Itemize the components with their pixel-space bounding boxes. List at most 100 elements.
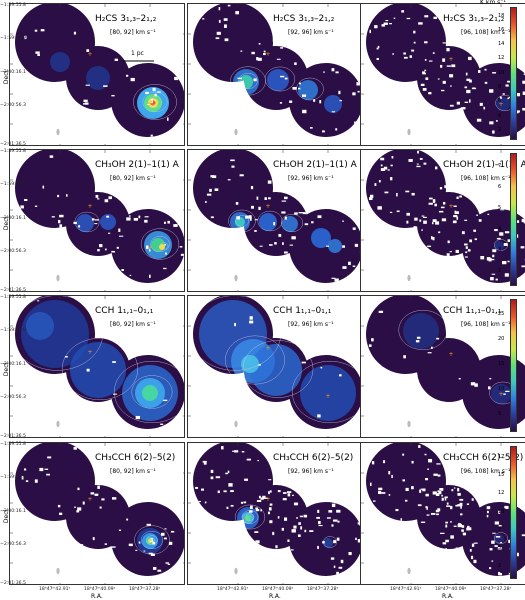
emission-blob xyxy=(245,515,251,521)
map-panel: CH₃CCH 6(2)–5(2) [96, 108] km s⁻¹ xyxy=(360,442,525,585)
velocity-range-label: [80, 92] km s⁻¹ xyxy=(110,175,156,182)
emission-blob xyxy=(235,217,245,227)
emission-blob xyxy=(323,538,333,548)
ra-axis-label: R.A. xyxy=(442,593,454,600)
colorbar-tick-label: 17 xyxy=(498,453,505,460)
colorbar-tick-label: 2 xyxy=(498,126,502,133)
colorbar-tick-label: 6 xyxy=(498,98,502,105)
line-title: CCH 1₁,₁–0₁,₁ xyxy=(95,306,154,316)
map-panel: + + CCH 1₁,₁–0₁,₁ [96, 108] km s⁻¹ xyxy=(360,295,525,438)
colorbar-tick-label: 5 xyxy=(498,204,502,211)
dec-tick-label: −2:00:56.3 xyxy=(0,542,26,547)
intensity-map: ++ xyxy=(361,296,525,437)
emission-blob xyxy=(403,313,439,349)
emission-blob xyxy=(259,213,277,231)
velocity-range-label: [80, 92] km s⁻¹ xyxy=(110,321,156,328)
emission-blob xyxy=(50,52,70,72)
dec-tick-label: −1:59:35.9 xyxy=(0,475,26,480)
dec-tick-label: −2:00:16.1 xyxy=(0,509,26,514)
ra-tick-label: 18ʰ47ᵐ37.28ˢ xyxy=(307,587,339,592)
velocity-range-label: [80, 92] km s⁻¹ xyxy=(110,468,156,475)
colorbar-tick-label: 7 xyxy=(498,526,502,533)
colorbar-tick-label: 15 xyxy=(498,361,505,368)
map-panel: + CH₃CCH 6(2)–5(2) [80, 92] km s⁻¹ 3 xyxy=(9,442,185,585)
colorbar-tick-label: 7 xyxy=(498,162,502,169)
velocity-range-label: [96, 108] km s⁻¹ xyxy=(461,321,511,328)
emission-blob xyxy=(239,75,253,89)
dec-tick-label: −2:01:36.5 xyxy=(0,288,26,293)
emission-blob xyxy=(250,344,302,396)
colorbar xyxy=(510,7,517,140)
source-marker: + xyxy=(265,496,270,503)
colorbar-tick-label: 10 xyxy=(498,69,505,76)
emission-blob xyxy=(324,95,342,113)
intensity-map: ++ xyxy=(188,296,362,437)
dec-tick-label: −2:01:36.5 xyxy=(0,581,26,586)
source-marker: + xyxy=(147,245,152,252)
emission-blob xyxy=(26,312,54,340)
dec-tick-label: −1:59:55.8 xyxy=(0,149,26,154)
map-panel: + CH₃OH 2(1)–1(1) A [92, 96] km s⁻¹ xyxy=(187,149,363,292)
colorbar-tick-label: 2 xyxy=(498,563,502,570)
line-title: CH₃CCH 6(2)–5(2) xyxy=(95,453,176,463)
colorbar-tick-label: 12 xyxy=(498,55,505,62)
velocity-range-label: [96, 108] km s⁻¹ xyxy=(461,468,511,475)
intensity-map: + xyxy=(188,150,362,291)
colorbar-tick-label: 14 xyxy=(498,41,505,48)
emission-blob xyxy=(70,342,126,398)
emission-blob xyxy=(494,534,504,544)
emission-blob xyxy=(300,365,356,421)
emission-blob xyxy=(282,216,298,232)
line-title: H₂CS 3₁,₃–2₁,₂ xyxy=(95,14,157,24)
emission-blob xyxy=(491,384,511,404)
dec-axis-label: Decl. xyxy=(3,214,11,231)
emission-blob xyxy=(86,66,110,90)
dec-tick-label: −2:00:56.3 xyxy=(0,103,26,108)
ra-tick-label: 18ʰ47ᵐ42.91ˢ xyxy=(390,587,422,592)
colorbar-tick-label: 12 xyxy=(498,490,505,497)
source-marker: + xyxy=(498,101,503,108)
dec-tick-label: −1:59:55.8 xyxy=(0,3,26,8)
dec-tick-label: −2:00:16.1 xyxy=(0,216,26,221)
dec-tick-label: −2:00:56.3 xyxy=(0,395,26,400)
map-panel: + + CH₃OH 2(1)–1(1) A [80, 92] km s⁻¹ xyxy=(9,149,185,292)
map-panel: + CH₃CCH 6(2)–5(2) [92, 96] km s⁻¹ xyxy=(187,442,363,585)
ra-axis-label: R.A. xyxy=(91,593,103,600)
colorbar-tick-label: 20 xyxy=(498,336,505,343)
intensity-map: + xyxy=(188,443,362,584)
colorbar xyxy=(510,446,517,579)
velocity-range-label: [92, 96] km s⁻¹ xyxy=(288,468,334,475)
intensity-map: + xyxy=(188,4,362,145)
dec-tick-label: −1:59:35.9 xyxy=(0,182,26,187)
intensity-map xyxy=(361,443,525,584)
colorbar-tick-label: 5 xyxy=(498,545,502,552)
intensity-map: + xyxy=(10,296,184,437)
colorbar-tick-label: 8 xyxy=(498,84,502,91)
velocity-range-label: [92, 96] km s⁻¹ xyxy=(288,29,334,36)
dec-tick-label: −2:00:16.1 xyxy=(0,70,26,75)
scale-bar-label: 1 pc xyxy=(131,50,144,57)
source-marker: + xyxy=(265,51,270,58)
intensity-map: + xyxy=(361,150,525,291)
emission-blob xyxy=(496,97,510,111)
dec-axis-label: Decl. xyxy=(3,360,11,377)
ra-tick-label: 18ʰ47ᵐ37.28ˢ xyxy=(129,587,161,592)
colorbar-tick-label: 16 xyxy=(498,26,505,33)
colorbar-tick-label: 10 xyxy=(498,508,505,515)
source-marker: + xyxy=(448,56,453,63)
velocity-range-label: [92, 96] km s⁻¹ xyxy=(288,321,334,328)
colorbar-tick-label: 10 xyxy=(498,386,505,393)
dec-axis-label: Decl. xyxy=(3,507,11,524)
map-panel: + + CCH 1₁,₁–0₁,₁ [92, 96] km s⁻¹ xyxy=(187,295,363,438)
intensity-map: ++ xyxy=(10,4,184,145)
source-marker: + xyxy=(498,391,503,398)
source-marker: + xyxy=(87,203,92,210)
source-marker: + xyxy=(448,203,453,210)
map-panel: + CCH 1₁,₁–0₁,₁ [80, 92] km s⁻¹ xyxy=(9,295,185,438)
colorbar-tick-label: 15 xyxy=(498,472,505,479)
line-title: CH₃CCH 6(2)–5(2) xyxy=(443,453,524,463)
colorbar-tick-label: 4 xyxy=(498,112,502,119)
emission-blob xyxy=(311,228,331,248)
source-marker: + xyxy=(147,101,152,108)
colorbar-tick-label: 2 xyxy=(498,268,502,275)
